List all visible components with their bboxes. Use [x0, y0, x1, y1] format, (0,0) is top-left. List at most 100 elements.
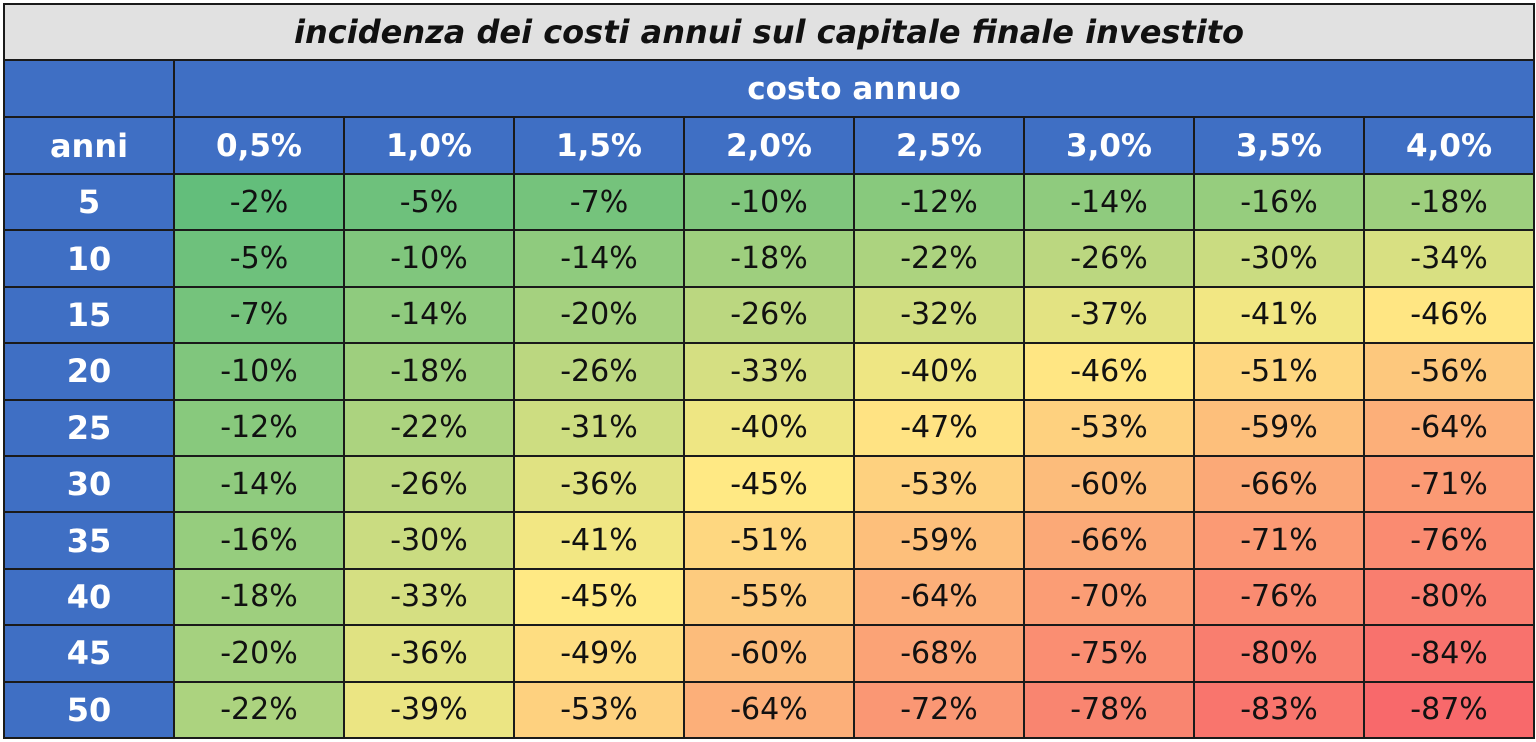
heatmap-cell: -14%	[343, 285, 515, 345]
heatmap-cell: -45%	[683, 454, 855, 514]
row-header: 45	[3, 624, 175, 683]
column-header-row: anni 0,5% 1,0% 1,5% 2,0% 2,5% 3,0% 3,5% 4,0%	[3, 116, 1536, 175]
column-header: 2,5%	[853, 116, 1025, 175]
heatmap-cell: -10%	[343, 229, 515, 288]
heatmap-cell: -7%	[173, 285, 345, 345]
heatmap-cell: -37%	[1023, 285, 1195, 345]
heatmap-cell: -45%	[513, 567, 685, 627]
heatmap-cell: -51%	[1193, 342, 1365, 401]
heatmap-cell: -18%	[683, 229, 855, 288]
heatmap-cell: -14%	[173, 454, 345, 514]
heatmap-cell: -55%	[683, 567, 855, 627]
heatmap-cell: -46%	[1362, 285, 1536, 345]
heatmap-cell: -60%	[683, 624, 855, 683]
heatmap-cell: -66%	[1193, 454, 1365, 514]
column-header: 3,5%	[1193, 116, 1365, 175]
heatmap-cell: -39%	[343, 680, 515, 740]
table-row: 30 -14% -26% -36% -45% -53% -60% -66% -71%	[3, 454, 1536, 514]
heatmap-cell: -53%	[513, 680, 685, 740]
heatmap-cell: -47%	[853, 398, 1025, 457]
heatmap-cell: -30%	[1193, 229, 1365, 288]
heatmap-cell: -68%	[853, 624, 1025, 683]
table-row: 50 -22% -39% -53% -64% -72% -78% -83% -87%	[3, 680, 1536, 740]
heatmap-cell: -18%	[1362, 172, 1536, 232]
heatmap-cell: -32%	[853, 285, 1025, 345]
heatmap-cell: -5%	[173, 229, 345, 288]
heatmap-cell: -70%	[1023, 567, 1195, 627]
heatmap-cell: -30%	[343, 511, 515, 570]
column-header: 4,0%	[1362, 116, 1536, 175]
heatmap-cell: -36%	[343, 624, 515, 683]
cost-heatmap-table: incidenza dei costi annui sul capitale f…	[2, 3, 1536, 740]
heatmap-cell: -56%	[1362, 342, 1536, 401]
heatmap-cell: -53%	[853, 454, 1025, 514]
heatmap-cell: -20%	[173, 624, 345, 683]
heatmap-cell: -41%	[1193, 285, 1365, 345]
column-header: 3,0%	[1023, 116, 1195, 175]
heatmap-cell: -76%	[1362, 511, 1536, 570]
row-header: 30	[3, 454, 175, 514]
heatmap-cell: -84%	[1362, 624, 1536, 683]
row-header: 50	[3, 680, 175, 740]
heatmap-cell: -5%	[343, 172, 515, 232]
heatmap-cell: -76%	[1193, 567, 1365, 627]
heatmap-cell: -18%	[343, 342, 515, 401]
heatmap-cell: -26%	[343, 454, 515, 514]
heatmap-cell: -18%	[173, 567, 345, 627]
heatmap-cell: -7%	[513, 172, 685, 232]
heatmap-cell: -41%	[513, 511, 685, 570]
heatmap-cell: -75%	[1023, 624, 1195, 683]
table-row: 10 -5% -10% -14% -18% -22% -26% -30% -34%	[3, 229, 1536, 288]
heatmap-cell: -66%	[1023, 511, 1195, 570]
heatmap-cell: -16%	[1193, 172, 1365, 232]
row-header: 35	[3, 511, 175, 570]
table-row: 25 -12% -22% -31% -40% -47% -53% -59% -64%	[3, 398, 1536, 457]
column-header: 2,0%	[683, 116, 855, 175]
row-header: 25	[3, 398, 175, 457]
heatmap-cell: -26%	[1023, 229, 1195, 288]
heatmap-cell: -64%	[1362, 398, 1536, 457]
heatmap-cell: -22%	[853, 229, 1025, 288]
heatmap-cell: -36%	[513, 454, 685, 514]
heatmap-cell: -71%	[1362, 454, 1536, 514]
table-row: 5 -2% -5% -7% -10% -12% -14% -16% -18%	[3, 172, 1536, 232]
table-row: 35 -16% -30% -41% -51% -59% -66% -71% -76%	[3, 511, 1536, 570]
heatmap-cell: -31%	[513, 398, 685, 457]
row-header: 10	[3, 229, 175, 288]
table-row: 45 -20% -36% -49% -60% -68% -75% -80% -84%	[3, 624, 1536, 683]
heatmap-cell: -26%	[513, 342, 685, 401]
column-header: 1,5%	[513, 116, 685, 175]
heatmap-cell: -33%	[683, 342, 855, 401]
heatmap-cell: -78%	[1023, 680, 1195, 740]
table-row: 15 -7% -14% -20% -26% -32% -37% -41% -46%	[3, 285, 1536, 345]
column-header: 0,5%	[173, 116, 345, 175]
table-row: 40 -18% -33% -45% -55% -64% -70% -76% -80%	[3, 567, 1536, 627]
heatmap-cell: -33%	[343, 567, 515, 627]
heatmap-cell: -40%	[853, 342, 1025, 401]
heatmap-cell: -14%	[513, 229, 685, 288]
row-header-label: anni	[3, 116, 175, 175]
heatmap-cell: -80%	[1362, 567, 1536, 627]
column-group-label: costo annuo	[172, 59, 1536, 118]
heatmap-cell: -87%	[1362, 680, 1536, 740]
row-header: 20	[3, 342, 175, 401]
heatmap-cell: -14%	[1023, 172, 1195, 232]
heatmap-cell: -71%	[1193, 511, 1365, 570]
heatmap-cell: -40%	[683, 398, 855, 457]
heatmap-cell: -10%	[173, 342, 345, 401]
heatmap-cell: -10%	[683, 172, 855, 232]
heatmap-cell: -83%	[1193, 680, 1365, 740]
heatmap-cell: -64%	[683, 680, 855, 740]
heatmap-cell: -60%	[1023, 454, 1195, 514]
heatmap-cell: -22%	[173, 680, 345, 740]
heatmap-cell: -26%	[683, 285, 855, 345]
column-header: 1,0%	[343, 116, 515, 175]
heatmap-cell: -80%	[1193, 624, 1365, 683]
heatmap-cell: -20%	[513, 285, 685, 345]
heatmap-cell: -49%	[513, 624, 685, 683]
heatmap-cell: -59%	[853, 511, 1025, 570]
heatmap-cell: -12%	[173, 398, 345, 457]
column-group-row: costo annuo	[3, 59, 1536, 118]
heatmap-cell: -46%	[1023, 342, 1195, 401]
heatmap-cell: -64%	[853, 567, 1025, 627]
